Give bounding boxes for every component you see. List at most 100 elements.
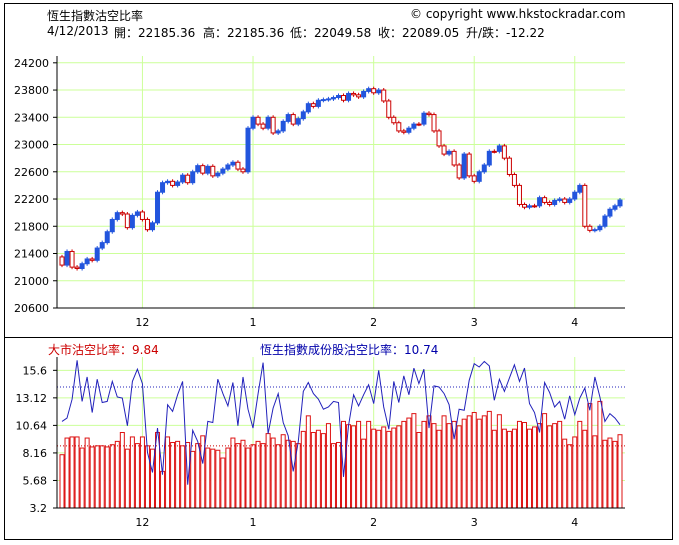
shortsell-bar [109,444,115,509]
candle-body [421,112,427,125]
shortsell-bar [240,439,246,509]
candle-body [310,103,316,107]
shortsell-bar [521,422,527,509]
candle-body [170,180,176,186]
shortsell-bar [451,420,457,509]
shortsell-bar [195,443,201,509]
shortsell-bar [476,418,482,509]
candle-body [300,111,306,120]
candle-body [64,250,70,266]
copyright-text[interactable]: © copyright www.hkstockradar.com [410,7,626,21]
y-tick-label: 20600 [14,302,49,315]
candle-body [406,127,412,133]
candle-body [351,92,357,96]
candle-body [607,208,613,217]
shortsell-bar [436,429,442,509]
shortsell-bar [260,443,266,509]
candle-body [215,172,221,177]
y-tick-label: 22600 [14,166,49,179]
candle-body [139,211,145,220]
hsi-shortsell-label: 恆生指數成份股沽空比率：10.74 [260,343,439,357]
candle-body [436,130,442,147]
shortsell-bar [506,430,512,509]
x-tick-label: 2 [370,316,377,329]
shortsell-bar [552,423,558,509]
candle-body [486,150,492,166]
shortsell-bar [230,437,236,509]
candle-body [285,114,291,122]
candle-body [250,116,256,129]
candle-body [330,97,336,100]
candle-body [290,114,296,125]
shortsell-bar [310,432,316,509]
shortsell-bar [481,415,487,509]
candle-body [320,99,326,102]
candle-body [210,165,216,177]
candle-body [240,168,246,173]
y2-tick-label: 8.16 [23,447,48,460]
shortsell-bar [607,437,613,509]
shortsell-bar [411,413,417,509]
candle-body [501,145,507,159]
shortsell-bar [205,447,211,509]
x-tick-label: 1 [250,316,257,329]
candle-body [426,112,432,116]
shortsell-bar [562,438,568,509]
candle-body [220,168,226,174]
candle-body [165,180,171,184]
candle-body [346,92,352,101]
shortsell-bar [119,432,125,509]
shortsell-bar [371,428,377,509]
candle-body [456,164,462,179]
candle-body [506,157,512,176]
shortsell-bar [64,437,70,509]
x2-tick-label: 12 [135,516,149,529]
candle-body [84,258,90,265]
candle-body [180,174,186,183]
shortsell-bar [315,429,321,509]
shortsell-bar [79,447,85,509]
shortsell-bar [325,423,331,509]
candle-body [230,161,236,166]
candle-body [557,198,563,201]
shortsell-bar [612,440,618,509]
candle-body [74,266,80,269]
x-tick-label: 3 [471,316,478,329]
candle-body [366,88,372,92]
candle-body [104,231,110,244]
candle-body [441,145,447,155]
shortsell-bar [255,440,261,509]
candle-body [305,103,311,113]
shortsell-bar [567,444,573,509]
shortsell-bar [305,415,311,509]
candle-body [597,225,603,231]
candle-body [356,94,362,98]
shortsell-bar [175,440,181,509]
candle-body [386,100,392,118]
shortsell-bar [416,432,422,509]
x2-tick-label: 4 [571,516,578,529]
candle-body [461,153,467,179]
candle-body [79,263,85,269]
shortsell-bar [265,433,271,509]
candle-body [527,205,533,208]
shortsell-bar [471,412,477,509]
shortsell-bar [275,444,281,509]
candle-body [542,197,548,203]
candle-body [94,247,100,261]
candle-body [516,184,522,205]
shortsell-bar [376,429,382,509]
x-tick-label: 4 [571,316,578,329]
candle-body [381,89,387,102]
candle-body [612,205,618,210]
candle-body [552,199,558,205]
candle-body [537,197,543,207]
shortsell-bar [300,430,306,509]
candle-body [200,165,206,174]
y-tick-label: 21400 [14,248,49,261]
shortsell-bar [532,426,538,509]
shortsell-bar [99,445,105,509]
shortsell-bar [592,435,598,509]
candle-body [446,150,452,155]
